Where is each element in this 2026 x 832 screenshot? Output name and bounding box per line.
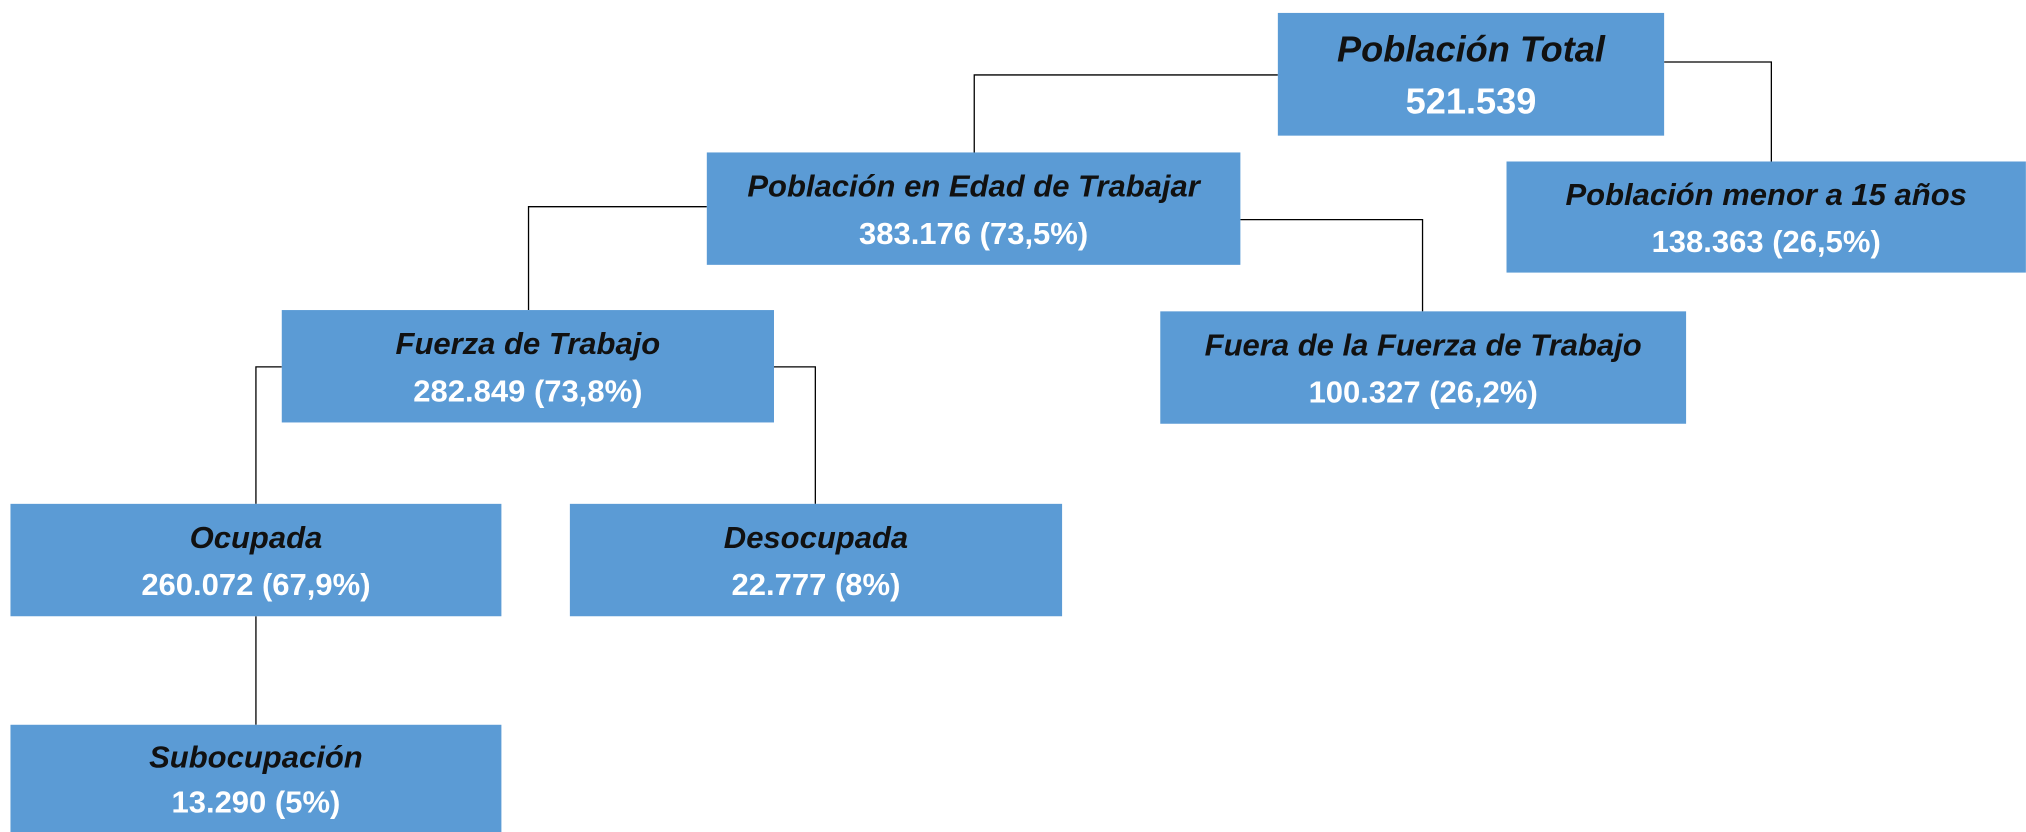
node-box bbox=[10, 724, 502, 832]
node-label: Fuerza de Trabajo bbox=[396, 326, 661, 361]
node-value: 383.176 (73,5%) bbox=[859, 216, 1088, 251]
connector bbox=[255, 366, 282, 504]
node-box bbox=[569, 503, 1063, 617]
node-value: 282.849 (73,8%) bbox=[413, 373, 642, 408]
node-value: 13.290 (5%) bbox=[171, 784, 340, 819]
node-value: 521.539 bbox=[1406, 80, 1537, 121]
node-value: 100.327 (26,2%) bbox=[1309, 375, 1538, 410]
node-label: Desocupada bbox=[724, 520, 908, 555]
node-value: 138.363 (26,5%) bbox=[1652, 224, 1881, 259]
node-box bbox=[1506, 161, 2026, 273]
node-value: 22.777 (8%) bbox=[732, 567, 901, 602]
node-box bbox=[1277, 12, 1665, 136]
connector bbox=[1240, 218, 1424, 312]
node-box bbox=[10, 503, 502, 617]
node-label: Población Total bbox=[1337, 29, 1606, 70]
node-label: Población en Edad de Trabajar bbox=[747, 169, 1201, 204]
connectors bbox=[255, 61, 1773, 725]
node-box bbox=[1160, 311, 1687, 424]
node-label: Subocupación bbox=[149, 739, 363, 774]
node-label: Fuera de la Fuerza de Trabajo bbox=[1205, 328, 1642, 363]
node-value: 260.072 (67,9%) bbox=[141, 567, 370, 602]
node-box bbox=[281, 310, 774, 423]
connector bbox=[773, 366, 816, 504]
node-label: Población menor a 15 años bbox=[1565, 177, 1966, 212]
connector bbox=[973, 74, 1278, 153]
node-label: Ocupada bbox=[190, 520, 323, 555]
node-box bbox=[706, 152, 1241, 265]
connector bbox=[1664, 61, 1773, 162]
connector bbox=[527, 206, 707, 311]
